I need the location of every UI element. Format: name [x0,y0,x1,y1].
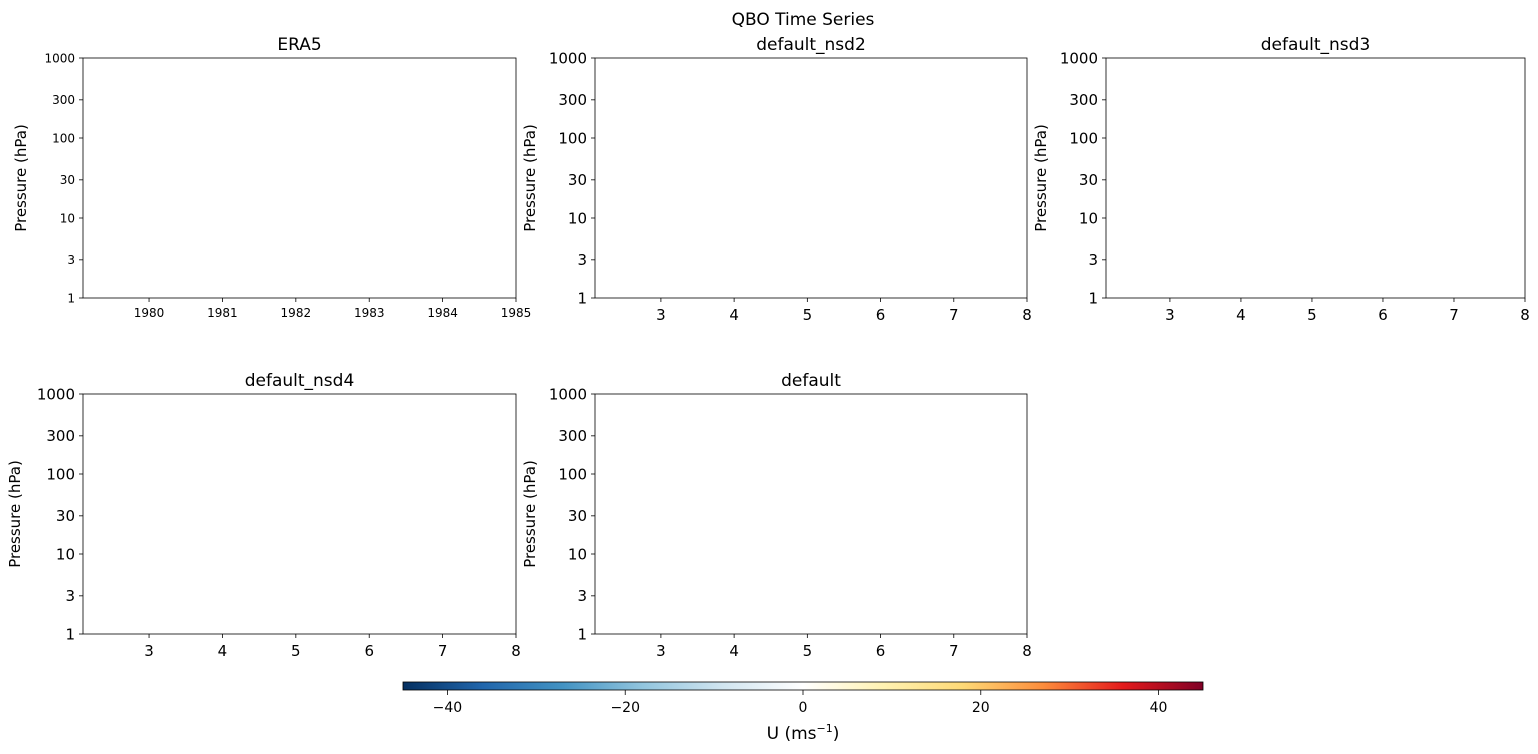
heatmap-panel-1: 1 3 10 30 100 300 1000 1980 1981 1982 1983 1984 1985… [12,35,531,320]
x-tick-label: 1981 [207,306,238,320]
plot-area [83,58,516,298]
panels: 1 3 10 30 100 300 1000 1980 1981 1982 1983 1984 1985… [6,35,1530,660]
y-tick-label: 3 [67,253,75,267]
y-tick-label: 10 [60,211,75,225]
axes-frame [82,57,517,299]
panel-title: ERA5 [277,35,321,55]
x-tick-label: 1980 [134,306,165,320]
y-tick-label: 1 [67,291,75,305]
x-tick-label: 1985 [501,306,532,320]
y-tick-label: 1000 [44,51,75,65]
x-tick-label: 1984 [427,306,458,320]
plot-area [595,58,1027,298]
figure-suptitle: QBO Time Series [732,10,875,30]
x-tick-label: 1982 [281,306,312,320]
x-tick-label: 1983 [354,306,385,320]
y-axis-label: Pressure (hPa) [12,124,30,232]
y-tick-label: 300 [52,93,75,107]
y-tick-label: 30 [60,173,75,187]
y-tick-label: 100 [52,131,75,145]
